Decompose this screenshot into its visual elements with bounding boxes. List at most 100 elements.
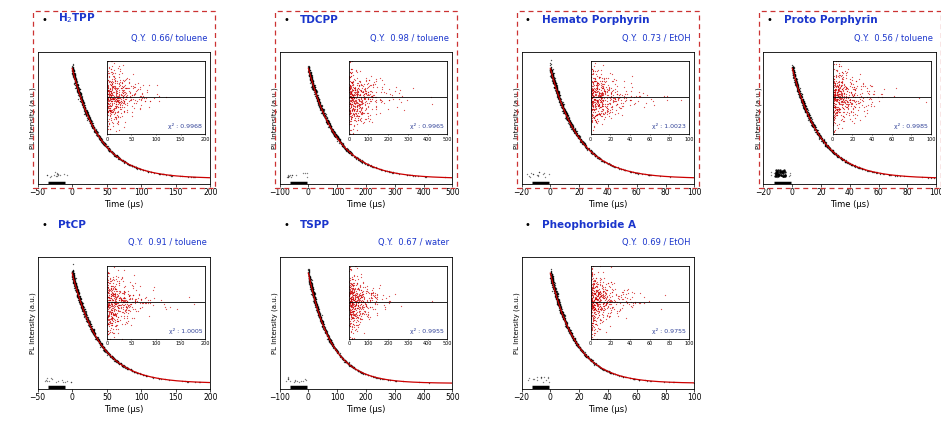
Point	[84, 123, 99, 130]
Point	[790, 87, 805, 94]
Point	[318, 114, 333, 121]
Point	[318, 327, 333, 334]
Point	[788, 79, 803, 86]
Point	[552, 102, 567, 109]
Point	[787, 71, 802, 78]
Point	[798, 106, 813, 113]
Point	[589, 152, 604, 159]
Point	[560, 116, 575, 123]
Point	[316, 322, 331, 329]
Point	[581, 355, 596, 362]
Point	[327, 130, 342, 137]
Point	[65, 278, 80, 285]
Point	[325, 127, 340, 133]
Point	[319, 115, 334, 122]
Point	[68, 279, 83, 286]
Point	[301, 269, 316, 276]
Point	[815, 137, 830, 144]
Point	[69, 287, 84, 294]
Point	[96, 140, 111, 146]
Point	[559, 323, 574, 330]
Point	[74, 96, 89, 103]
Point	[793, 94, 808, 101]
Point	[550, 86, 565, 93]
Point	[335, 356, 350, 363]
Point	[804, 117, 819, 124]
Point	[67, 71, 82, 78]
Point	[305, 289, 320, 295]
Point	[301, 66, 316, 73]
Point	[307, 83, 322, 90]
Point	[96, 139, 111, 146]
Point	[325, 126, 340, 133]
Point	[557, 109, 572, 116]
Point	[124, 162, 139, 169]
Point	[844, 162, 859, 168]
Point	[798, 102, 813, 109]
Point	[565, 332, 580, 339]
Point	[117, 158, 132, 165]
Point	[538, 377, 553, 384]
Point	[552, 303, 567, 310]
Point	[81, 319, 96, 326]
Point	[329, 134, 344, 141]
Point	[311, 99, 326, 106]
Point	[73, 95, 88, 102]
Point	[77, 104, 92, 111]
Point	[597, 159, 612, 165]
Point	[71, 289, 86, 295]
Point	[307, 294, 322, 301]
Point	[797, 107, 812, 114]
Point	[71, 288, 86, 295]
Point	[322, 118, 337, 125]
Point	[163, 172, 178, 179]
Point	[792, 92, 807, 99]
Point	[805, 121, 820, 128]
Point	[338, 145, 353, 152]
Point	[548, 84, 563, 91]
Point	[98, 141, 113, 148]
Point	[105, 355, 120, 362]
Point	[69, 284, 84, 291]
Point	[118, 159, 133, 166]
Point	[314, 318, 329, 324]
Point	[351, 156, 366, 162]
Point	[575, 348, 590, 355]
Point	[544, 278, 559, 285]
Point	[97, 346, 112, 353]
Point	[787, 73, 802, 80]
Point	[72, 92, 88, 98]
Point	[81, 111, 96, 118]
Point	[598, 367, 613, 374]
Point	[546, 79, 561, 86]
Point	[308, 303, 323, 310]
Point	[565, 125, 580, 132]
Point	[853, 164, 868, 171]
Point	[325, 340, 340, 346]
Point	[322, 120, 337, 127]
Point	[318, 327, 333, 334]
Point	[547, 80, 562, 87]
Point	[546, 283, 561, 290]
Point	[554, 311, 569, 318]
Point	[327, 130, 342, 137]
Point	[69, 280, 84, 287]
Point	[800, 111, 815, 118]
Point	[338, 356, 353, 363]
Point	[839, 159, 854, 166]
Point	[382, 377, 397, 384]
Point	[320, 331, 335, 338]
Point	[71, 88, 86, 95]
Point	[777, 171, 792, 178]
Point	[352, 157, 367, 164]
Point	[305, 290, 320, 297]
Point	[547, 76, 562, 83]
Point	[75, 303, 90, 310]
Point	[560, 113, 575, 120]
Point	[573, 138, 588, 145]
Point	[69, 287, 84, 294]
Point	[550, 293, 566, 300]
Point	[550, 300, 566, 307]
Point	[548, 288, 563, 295]
Point	[109, 152, 124, 159]
